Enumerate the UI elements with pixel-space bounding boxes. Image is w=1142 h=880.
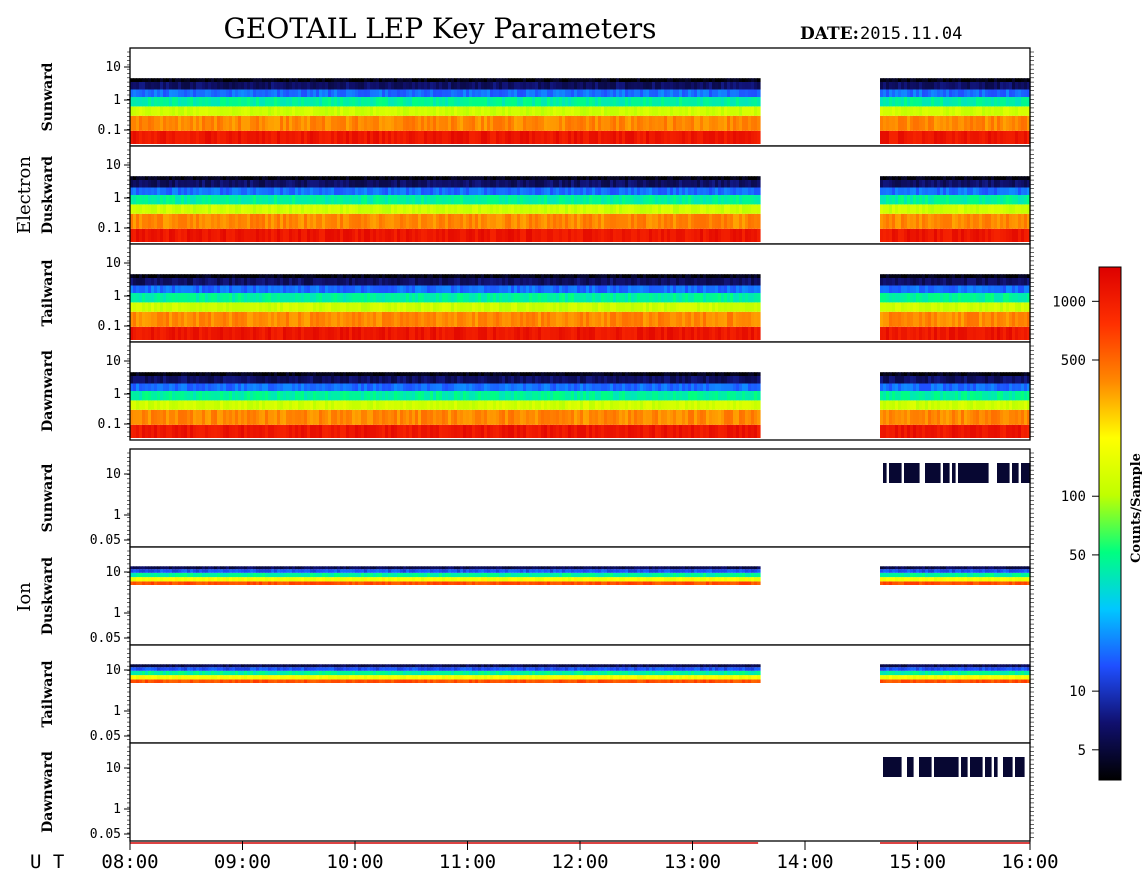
panel-electron-sunward: 10 1 0.1 Sunward <box>40 47 1034 147</box>
colorbar-tick-label: 50 <box>1069 548 1086 564</box>
colorbar-tick-label: 5 <box>1078 743 1086 759</box>
date-value: 2015.11.04 <box>860 24 962 44</box>
x-tick-label: 14:00 <box>776 851 833 873</box>
colorbar-tick-label: 100 <box>1061 489 1086 505</box>
y-tick-label: 1 <box>113 191 121 206</box>
y-tick-label: 1 <box>113 508 121 523</box>
panel-electron-duskward: 10 1 0.1 Duskward <box>40 145 1034 245</box>
y-tick-label: 0.05 <box>90 631 121 646</box>
colorbar-gradient <box>1098 266 1122 781</box>
panel-ion-duskward: 10 1 0.05 Duskward <box>40 546 1034 646</box>
y-tick-label: 10 <box>105 467 121 482</box>
panel-electron-tailward: 10 1 0.1 Tailward <box>40 243 1034 343</box>
y-tick-label: 1 <box>113 704 121 719</box>
y-tick-label: 0.05 <box>90 729 121 744</box>
panel-label: Dawnward <box>40 751 56 833</box>
group-label-electron: Electron <box>14 156 35 234</box>
panel-label: Sunward <box>40 62 56 131</box>
y-tick-label: 0.1 <box>98 123 121 138</box>
panel-ion-dawnward: 10 1 0.05 Dawnward <box>40 742 1034 842</box>
y-tick-label: 0.1 <box>98 319 121 334</box>
spectrogram-panels: 10 1 0.1 Sunward 10 1 0.1 Duskward 10 1 0.1 Tailwar… <box>40 47 1034 842</box>
panel-label: Sunward <box>40 463 56 532</box>
panel-ion-tailward: 10 1 0.05 Tailward <box>40 644 1034 744</box>
spectrogram-bins <box>883 757 1025 777</box>
x-tick-label: 13:00 <box>664 851 721 873</box>
colorbar-title: Counts/Sample <box>1129 453 1142 563</box>
panel-frame <box>129 341 1031 441</box>
panel-label: Dawnward <box>40 350 56 432</box>
y-tick-label: 0.1 <box>98 417 121 432</box>
y-tick-label: 1 <box>113 289 121 304</box>
x-tick-label: 12:00 <box>551 851 608 873</box>
y-tick-label: 10 <box>105 663 121 678</box>
spectrogram-bins <box>130 664 1031 683</box>
y-tick-label: 0.05 <box>90 533 121 548</box>
time-axis: 08:00 09:00 10:00 11:00 12:00 13:00 14:00 15:00… <box>101 841 1059 873</box>
x-tick-label: 08:00 <box>101 851 158 873</box>
spectrogram-bins <box>130 176 1031 242</box>
colorbar-tick-label: 10 <box>1069 684 1086 700</box>
spectrogram-bins <box>130 372 1031 438</box>
x-tick-label: 16:00 <box>1001 851 1058 873</box>
x-tick-label: 10:00 <box>326 851 383 873</box>
y-tick-label: 10 <box>105 158 121 173</box>
y-tick-label: 10 <box>105 60 121 75</box>
time-axis-label: U T <box>30 851 64 873</box>
y-tick-label: 0.1 <box>98 221 121 236</box>
spectrogram-bins <box>130 566 1031 585</box>
colorbar-tick-label: 500 <box>1061 353 1086 369</box>
group-label-ion: Ion <box>14 582 35 612</box>
y-tick-label: 1 <box>113 93 121 108</box>
spectrogram-bins <box>130 274 1031 340</box>
colorbar-tick-label: 1000 <box>1052 294 1086 310</box>
x-tick-label: 15:00 <box>889 851 946 873</box>
y-tick-label: 10 <box>105 761 121 776</box>
spectrogram-bins <box>883 463 1031 483</box>
date-label: DATE: <box>800 24 859 44</box>
y-tick-label: 1 <box>113 606 121 621</box>
panel-ion-sunward: 10 1 0.05 Sunward <box>40 448 1034 548</box>
panel-background <box>130 449 1030 547</box>
y-tick-label: 10 <box>105 354 121 369</box>
figure-title: GEOTAIL LEP Key Parameters <box>224 12 657 45</box>
panel-label: Tailward <box>40 660 56 727</box>
panel-background <box>130 547 1030 645</box>
panel-background <box>130 743 1030 841</box>
y-tick-label: 1 <box>113 387 121 402</box>
x-tick-label: 11:00 <box>439 851 496 873</box>
panel-electron-dawnward: 10 1 0.1 Dawnward <box>40 341 1034 441</box>
spectrogram-bins <box>130 78 1031 144</box>
panel-label: Duskward <box>40 156 56 234</box>
x-tick-label: 09:00 <box>214 851 271 873</box>
y-tick-label: 10 <box>105 256 121 271</box>
colorbar: 1000 500 100 50 10 5 <box>1052 266 1122 781</box>
panel-label: Duskward <box>40 557 56 635</box>
panel-label: Tailward <box>40 259 56 326</box>
y-tick-label: 0.05 <box>90 827 121 842</box>
panel-background <box>130 645 1030 743</box>
y-tick-label: 1 <box>113 802 121 817</box>
y-tick-label: 10 <box>105 565 121 580</box>
